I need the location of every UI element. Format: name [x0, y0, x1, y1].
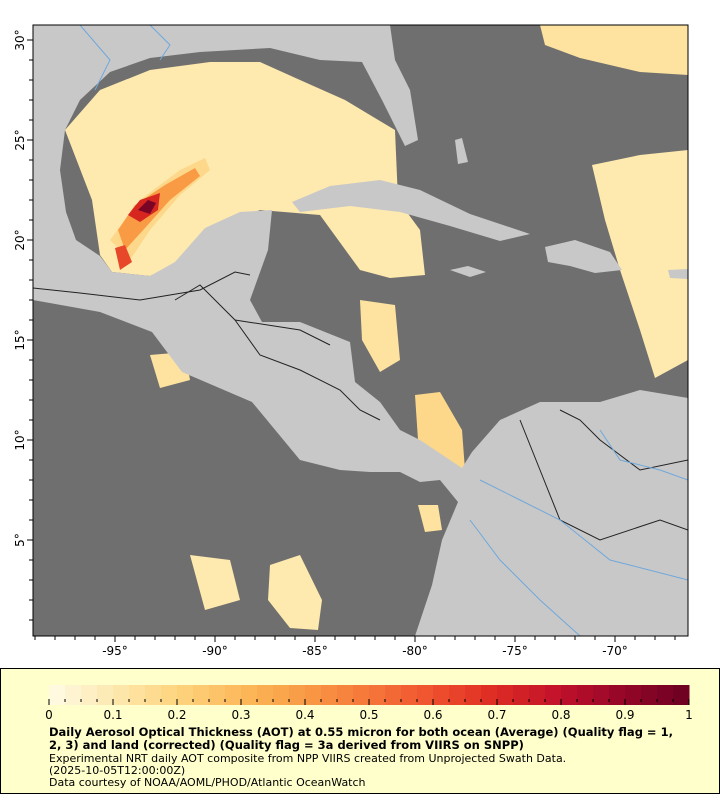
colorbar-cell — [577, 685, 594, 705]
colorbar-cell — [497, 685, 514, 705]
colorbar-tick-label: 0.7 — [487, 708, 506, 722]
colorbar-cell — [625, 685, 642, 705]
legend-panel: 0 0.1 0.2 0.3 0.4 0.5 0.6 0.7 0.8 0.9 1 … — [0, 668, 720, 794]
colorbar-tick-label: 0.4 — [295, 708, 314, 722]
land-cuba — [292, 180, 530, 241]
colorbar-cell — [81, 685, 98, 705]
land-puerto-rico — [668, 269, 688, 279]
colorbar-cell — [321, 685, 338, 705]
lat-label: 15° — [13, 329, 27, 350]
colorbar-tick-label: 0.6 — [423, 708, 442, 722]
colorbar-cell — [161, 685, 178, 705]
lon-label: -85° — [302, 644, 328, 658]
legend-title: Daily Aerosol Optical Thickness (AOT) at… — [49, 725, 673, 752]
colorbar-cell — [369, 685, 386, 705]
colorbar-tick-label: 0.1 — [103, 708, 122, 722]
colorbar-cell — [385, 685, 402, 705]
colorbar-cell — [449, 685, 466, 705]
colorbar-cell — [225, 685, 242, 705]
colorbar-cell — [49, 685, 66, 705]
colorbar-cell — [305, 685, 322, 705]
colorbar-cell — [433, 685, 450, 705]
map-plot: -95° -90° -85° -80° -75° -70° 30° 25° 20… — [13, 24, 689, 658]
colorbar-cell — [641, 685, 658, 705]
lon-label: -70° — [602, 644, 628, 658]
colorbar: 0 0.1 0.2 0.3 0.4 0.5 0.6 0.7 0.8 0.9 1 — [45, 685, 693, 722]
lon-axis-labels: -95° -90° -85° -80° -75° -70° — [102, 644, 628, 658]
colorbar-tick-label: 0.2 — [167, 708, 186, 722]
lon-label: -80° — [402, 644, 428, 658]
colorbar-tick-label: 0.3 — [231, 708, 250, 722]
colorbar-cell — [65, 685, 82, 705]
lat-label: 20° — [13, 229, 27, 250]
land-bahamas — [455, 138, 468, 164]
colorbar-cell — [129, 685, 146, 705]
colorbar-tick-label: 0.8 — [551, 708, 570, 722]
lat-label: 5° — [13, 533, 27, 547]
axis-ticks — [27, 39, 676, 642]
lat-label: 10° — [13, 429, 27, 450]
land-jamaica — [450, 266, 486, 277]
lat-axis-labels: 30° 25° 20° 15° 10° 5° — [13, 29, 27, 546]
colorbar-tick-label: 0 — [45, 708, 53, 722]
lon-label: -90° — [202, 644, 228, 658]
colorbar-cell — [193, 685, 210, 705]
legend-credit: Data courtesy of NOAA/AOML/PHOD/Atlantic… — [49, 776, 366, 789]
colorbar-cell — [113, 685, 130, 705]
colorbar-cell — [465, 685, 482, 705]
colorbar-cell — [513, 685, 530, 705]
colorbar-cell — [273, 685, 290, 705]
land-mainland — [33, 25, 688, 636]
country-borders — [33, 271, 688, 541]
legend-description: Experimental NRT daily AOT composite fro… — [49, 752, 567, 765]
colorbar-cell — [657, 685, 674, 705]
colorbar-cell — [609, 685, 626, 705]
colorbar-tick-label: 0.5 — [359, 708, 378, 722]
colorbar-cell — [289, 685, 306, 705]
colorbar-cell — [673, 685, 690, 705]
lon-label: -95° — [102, 644, 128, 658]
lat-label: 25° — [13, 129, 27, 150]
land-hispaniola — [545, 240, 622, 273]
colorbar-cell — [257, 685, 274, 705]
colorbar-tick-label: 1 — [685, 708, 693, 722]
lon-label: -75° — [502, 644, 528, 658]
colorbar-cell — [529, 685, 546, 705]
lat-label: 30° — [13, 29, 27, 50]
colorbar-cell — [337, 685, 354, 705]
colorbar-cell — [561, 685, 578, 705]
colorbar-cell — [545, 685, 562, 705]
colorbar-cell — [177, 685, 194, 705]
colorbar-cell — [481, 685, 498, 705]
colorbar-cell — [145, 685, 162, 705]
colorbar-cell — [97, 685, 114, 705]
colorbar-cell — [241, 685, 258, 705]
colorbar-cell — [353, 685, 370, 705]
rivers — [79, 25, 688, 636]
colorbar-cell — [417, 685, 434, 705]
colorbar-cell — [209, 685, 226, 705]
legend-time: (2025-10-05T12:00:00Z) — [49, 764, 186, 777]
colorbar-cell — [593, 685, 610, 705]
colorbar-cell — [401, 685, 418, 705]
map-frame — [32, 24, 689, 637]
colorbar-tick-label: 0.9 — [615, 708, 634, 722]
